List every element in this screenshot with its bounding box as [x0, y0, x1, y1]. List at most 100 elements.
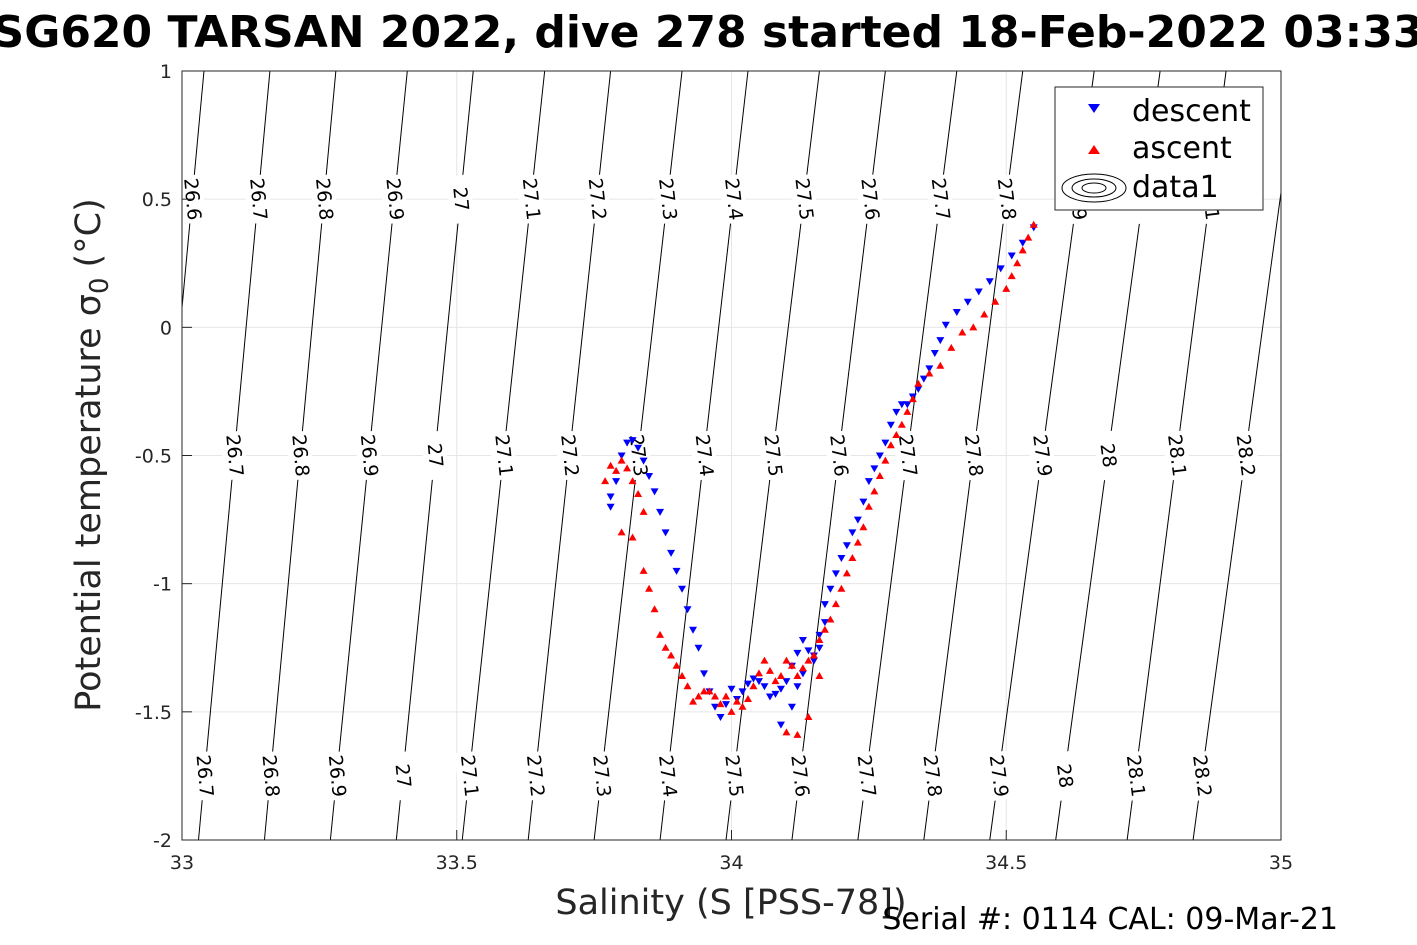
ascent-point: [776, 671, 785, 679]
x-tick-label: 34: [719, 852, 743, 874]
contour-label-27.6: 27.6: [856, 177, 883, 222]
descent-point: [892, 408, 901, 416]
contour-label-bg: [243, 174, 273, 225]
ascent-point: [853, 538, 862, 546]
contour-label-27.1: 27.1: [490, 433, 516, 477]
contour-label-27.4: 27.4: [691, 433, 718, 478]
descent-point: [930, 349, 939, 357]
ascent-point: [672, 661, 681, 669]
contour-label-bg: [991, 173, 1022, 225]
descent-point: [722, 701, 731, 709]
contour-label-bg: [851, 750, 882, 802]
ascent-point: [958, 328, 967, 336]
ascent-point: [804, 656, 813, 664]
contour-label-bg: [1120, 750, 1151, 802]
ascent-point: [1002, 284, 1011, 292]
contour-label-27.1: 27.1: [518, 177, 544, 221]
ascent-point: [870, 487, 879, 495]
ascent-point: [892, 430, 901, 438]
ascent-point: [936, 361, 945, 369]
contour-label-27.7: 27.7: [894, 433, 921, 478]
contour-label-bg: [718, 173, 748, 225]
descent-point: [881, 439, 890, 447]
descent-point: [815, 631, 824, 639]
ascent-point: [991, 297, 1000, 305]
ascent-point: [650, 605, 659, 613]
descent-point: [700, 670, 709, 678]
descent-point: [738, 688, 747, 696]
ascent-point: [765, 666, 774, 674]
descent-point: [859, 498, 868, 506]
descent-point: [765, 693, 774, 701]
ascent-point: [617, 456, 626, 464]
contour-label-bg: [784, 750, 815, 802]
ascent-point: [1007, 272, 1016, 280]
contour-label-27.6: 27.6: [786, 754, 813, 799]
descent-point: [875, 452, 884, 460]
y-axis-label: Potential temperature σ0 (°C): [69, 198, 115, 712]
contour-label-27.3: 27.3: [654, 177, 681, 222]
descent-point: [606, 503, 615, 511]
descent-point: [815, 644, 824, 652]
descent-point: [798, 637, 807, 645]
ascent-point: [820, 625, 829, 633]
contour-label-bg: [623, 430, 653, 481]
descent-point: [623, 439, 632, 447]
ascent-point: [683, 682, 692, 690]
y-tick-label: -1.5: [135, 702, 172, 724]
x-axis-ticks: 33 33.5 34 34.5 35: [170, 830, 1293, 874]
descent-point: [743, 680, 752, 688]
descent-point: [667, 549, 676, 557]
descent-point: [903, 401, 912, 409]
descent-point: [864, 478, 873, 486]
contour-label-26.7: 26.7: [192, 754, 218, 798]
descent-point: [628, 437, 637, 445]
descent-point: [678, 585, 687, 593]
data-points: [601, 220, 1038, 738]
contour-label-28: 28: [1052, 762, 1077, 789]
contour-label-27.8: 27.8: [960, 433, 987, 478]
contour-label-26.7: 26.7: [221, 433, 247, 477]
ascent-point: [782, 656, 791, 664]
descent-point: [650, 488, 659, 496]
ascent-point: [639, 507, 648, 515]
ascent-point: [881, 456, 890, 464]
descent-point: [606, 493, 615, 501]
contour-label-bg: [446, 174, 475, 225]
descent-point: [617, 452, 626, 460]
contour-label-27.4: 27.4: [720, 177, 747, 222]
legend-ascent-marker: [1088, 145, 1100, 154]
contour-label-27.7: 27.7: [853, 754, 880, 799]
descent-point: [820, 619, 829, 627]
descent-point: [826, 585, 835, 593]
x-tick-label: 33: [170, 852, 194, 874]
descent-point: [842, 542, 851, 550]
ascent-point: [705, 687, 714, 695]
contour-label-27.6: 27.6: [825, 433, 852, 478]
ascent-point: [694, 692, 703, 700]
ascent-point: [716, 700, 725, 708]
ascent-point: [842, 569, 851, 577]
descent-point: [798, 670, 807, 678]
contour-label-bg: [285, 430, 315, 481]
legend-box: [1054, 86, 1264, 211]
contour-label-27.8: 27.8: [993, 177, 1020, 222]
ascent-point: [754, 669, 763, 677]
descent-point: [820, 601, 829, 609]
ascent-point: [732, 697, 741, 705]
contour-label-27.2: 27.2: [522, 754, 548, 798]
descent-point: [634, 444, 643, 452]
legend-descent-marker: [1088, 104, 1100, 113]
contour-label-bg: [380, 174, 409, 225]
ascent-point: [864, 502, 873, 510]
ascent-point: [639, 566, 648, 574]
ascent-point: [859, 523, 868, 531]
ascent-point: [1024, 233, 1033, 241]
descent-point: [897, 401, 906, 409]
descent-point: [936, 337, 945, 345]
descent-point: [793, 683, 802, 691]
y-tick-label: 0.5: [142, 189, 172, 211]
contour-label-28.1: 28.1: [1122, 754, 1149, 799]
contour-label-bg: [454, 750, 484, 802]
contour-label-bg: [586, 750, 617, 802]
